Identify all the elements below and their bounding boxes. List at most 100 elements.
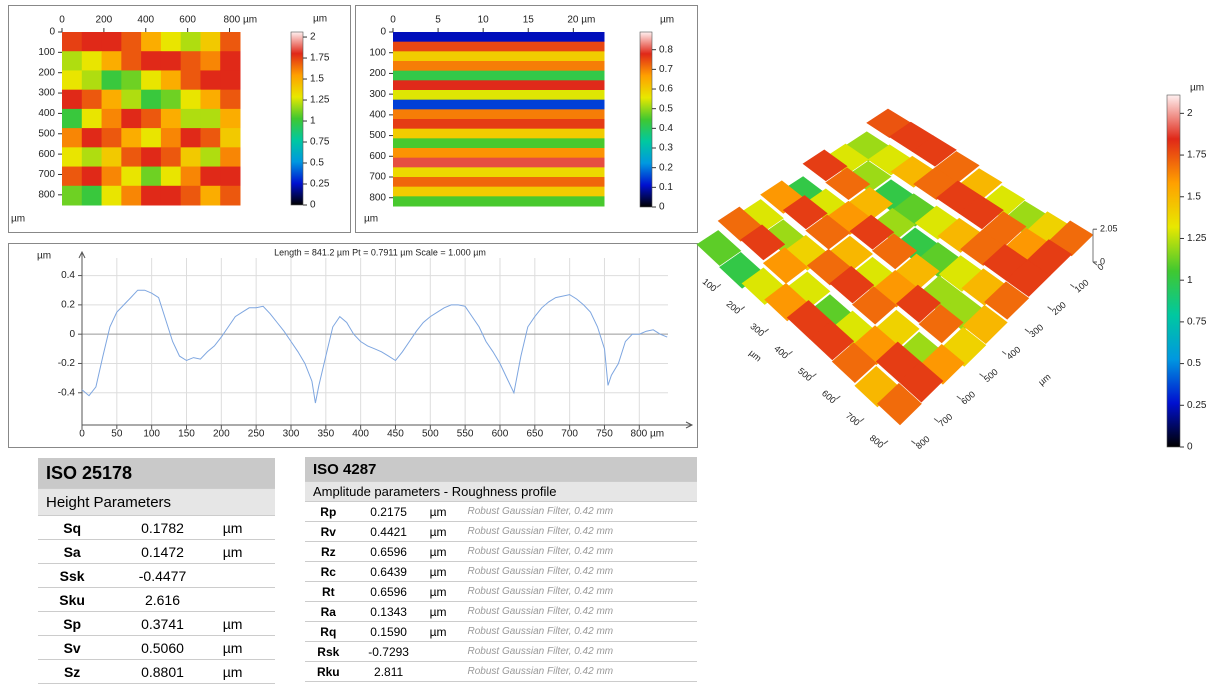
surface-cell xyxy=(802,149,848,182)
parameter-name: Sv xyxy=(38,635,107,660)
surface-cell xyxy=(960,230,1006,266)
surface-cell xyxy=(911,135,957,167)
y-tick-label: 0 xyxy=(49,27,55,38)
parameter-name: Rz xyxy=(305,541,352,562)
heatmap-cell xyxy=(121,89,142,110)
parameter-name: Sp xyxy=(38,611,107,636)
heatmap-cell xyxy=(200,128,221,148)
heatmap-cell xyxy=(101,147,122,168)
y-tick-label: 800 xyxy=(369,192,386,203)
heatmap-cell xyxy=(393,80,605,91)
x-tick-label: 200 xyxy=(724,299,742,316)
table-row: Sp 0.3741 µm xyxy=(38,611,275,636)
colorbar-tick-label: 0.7 xyxy=(659,64,673,75)
x-tick-label: 300 xyxy=(748,321,766,338)
x-tick-label: 600 xyxy=(820,388,838,405)
heatmap-cell xyxy=(220,185,241,206)
parameter-unit xyxy=(218,563,275,588)
heatmap-cell xyxy=(393,128,605,139)
heatmap-cell xyxy=(141,147,162,168)
colorbar xyxy=(639,31,653,208)
filter-note: Robust Gaussian Filter, 0.42 mm xyxy=(463,501,697,522)
x-tick xyxy=(788,351,793,355)
y-tick-label: 100 xyxy=(38,47,55,58)
x-tick-label: 0 xyxy=(390,15,396,26)
parameter-value: 0.6439 xyxy=(351,561,426,582)
x-tick-label: 650 xyxy=(526,429,543,440)
surface-cell xyxy=(919,343,965,385)
y-tick-label: 200 xyxy=(369,68,386,79)
filter-note: Robust Gaussian Filter, 0.42 mm xyxy=(463,661,697,682)
parameter-name: Sku xyxy=(38,587,107,612)
heatmap-cell xyxy=(81,147,103,168)
y-tick-label: 500 xyxy=(38,128,55,139)
parameter-value: 0.3741 xyxy=(106,611,219,636)
heatmap-cell xyxy=(121,128,142,148)
colorbar-tick-label: 0.5 xyxy=(659,103,673,114)
y-tick xyxy=(1047,306,1052,311)
heatmap-cell xyxy=(141,51,162,71)
parameter-value: 0.1343 xyxy=(351,601,426,622)
heatmap-cell xyxy=(141,108,162,129)
y-tick-label: 700 xyxy=(369,172,386,183)
y-tick-label: 300 xyxy=(38,88,55,99)
parameter-value: 2.811 xyxy=(351,661,426,682)
heatmap-cell xyxy=(81,166,103,187)
heatmap-cell xyxy=(220,128,241,148)
parameter-name: Rc xyxy=(305,561,352,582)
filter-note: Robust Gaussian Filter, 0.42 mm xyxy=(463,601,697,622)
filter-note: Robust Gaussian Filter, 0.42 mm xyxy=(463,581,697,602)
x-tick-label: 600 xyxy=(179,15,196,26)
y-tick-label: 100 xyxy=(369,47,386,58)
y-tick-label: 500 xyxy=(982,367,1000,384)
y-tick xyxy=(933,418,939,422)
y-tick xyxy=(1001,351,1007,355)
heatmap-cell xyxy=(220,70,241,91)
heatmap-cell xyxy=(141,70,162,91)
heatmap-cell xyxy=(160,89,182,110)
parameter-value: 0.5060 xyxy=(106,635,219,660)
parameter-name: Ssk xyxy=(38,563,107,588)
colorbar-tick-label: 1.25 xyxy=(1187,233,1207,244)
colorbar-tick-label: 1.75 xyxy=(310,53,330,64)
x-tick-label: 15 xyxy=(523,15,535,26)
surface-cell xyxy=(918,304,964,344)
surface-cell xyxy=(914,205,960,240)
parameter-name: Rku xyxy=(305,661,352,682)
surface-cell xyxy=(898,361,944,403)
parameter-unit: µm xyxy=(218,611,275,636)
heatmap-cell xyxy=(160,70,182,91)
table-header-row: ISO 4287 xyxy=(305,457,697,482)
parameter-value: 0.1472 xyxy=(106,539,219,564)
surface-cell xyxy=(872,233,917,270)
y-axis-label: µm xyxy=(364,214,378,225)
colorbar-tick-label: 1.5 xyxy=(310,74,324,85)
table-row: Sku 2.616 xyxy=(38,587,275,612)
colorbar-tick-label: 0 xyxy=(659,202,665,213)
table-row: Sa 0.1472 µm xyxy=(38,539,275,564)
y-tick xyxy=(911,440,916,445)
heatmap-cell xyxy=(62,166,83,187)
colorbar-tick-label: 0.6 xyxy=(659,84,673,95)
heatmap-cell xyxy=(62,185,83,206)
surface-cell xyxy=(696,230,742,266)
filter-note: Robust Gaussian Filter, 0.42 mm xyxy=(463,541,697,562)
surface-cell xyxy=(1005,259,1051,297)
x-tick-label: 500 xyxy=(422,429,439,440)
table-row: Rp 0.2175 µm Robust Gaussian Filter, 0.42 m… xyxy=(305,501,697,522)
x-tick xyxy=(716,283,722,288)
table-row: Rq 0.1590 µm Robust Gaussian Filter, 0.42 m… xyxy=(305,621,697,642)
y-tick-label: 400 xyxy=(369,109,386,120)
heatmap-cell xyxy=(393,109,605,120)
heatmap-cell xyxy=(393,196,605,207)
heatmap-cell xyxy=(180,32,201,52)
heatmap-cell xyxy=(180,108,201,129)
heatmap-cell xyxy=(62,32,83,52)
colorbar-tick-label: 0.1 xyxy=(659,182,673,193)
parameter-value: 0.8801 xyxy=(106,659,219,684)
x-tick xyxy=(859,418,865,422)
colorbar-tick-label: 0 xyxy=(1187,442,1193,453)
parameter-unit: µm xyxy=(425,561,464,582)
